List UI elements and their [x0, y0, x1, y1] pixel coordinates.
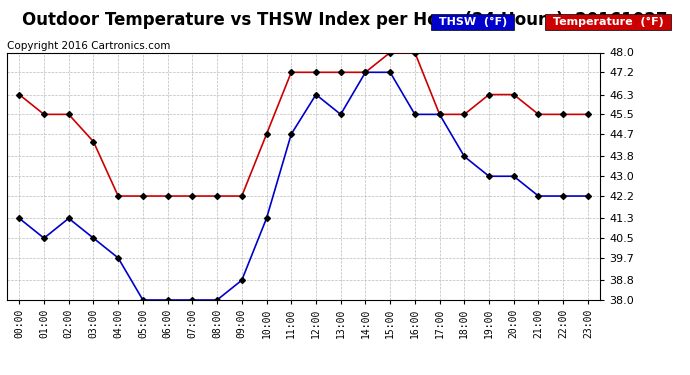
Text: Copyright 2016 Cartronics.com: Copyright 2016 Cartronics.com [7, 41, 170, 51]
Text: Outdoor Temperature vs THSW Index per Hour (24 Hours)  20161027: Outdoor Temperature vs THSW Index per Ho… [22, 11, 668, 29]
Text: THSW  (°F): THSW (°F) [435, 17, 511, 27]
Text: Temperature  (°F): Temperature (°F) [549, 17, 667, 27]
